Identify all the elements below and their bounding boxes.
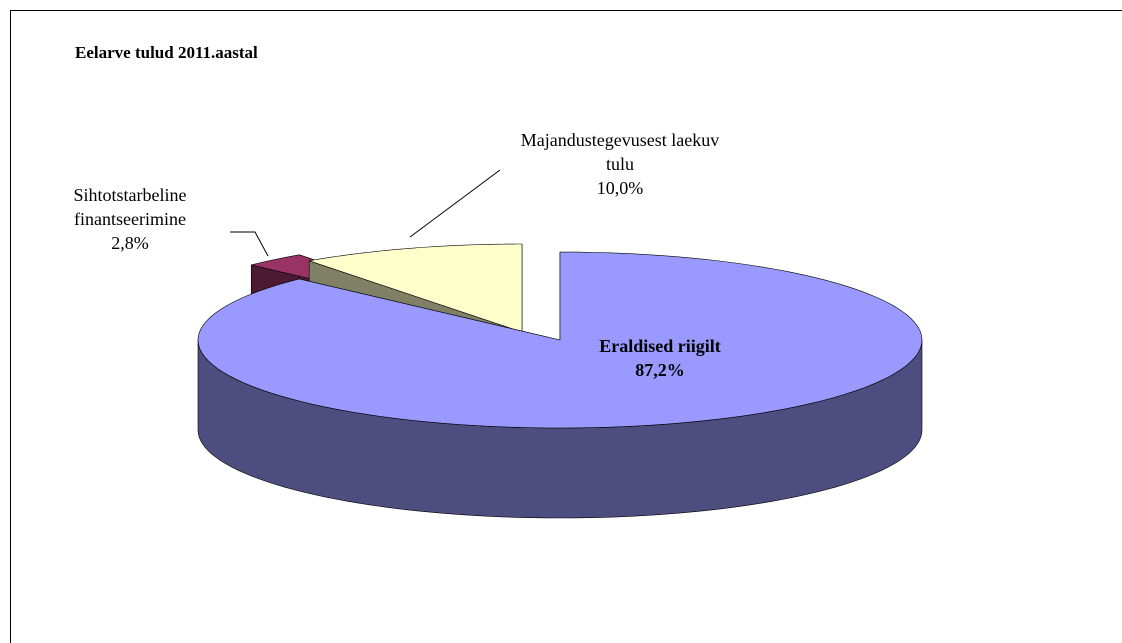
slice-value: 10,0% <box>596 178 644 198</box>
slice-name: Majandustegevusest laekuv tulu <box>520 130 720 174</box>
chart-title: Eelarve tulud 2011.aastal <box>75 43 258 62</box>
leader-line <box>230 231 269 257</box>
data-label: Eraldised riigilt 87,2% <box>540 334 780 382</box>
data-label: Sihtotstarbeline finantseerimine 2,8% <box>55 183 205 255</box>
slice-name: Eraldised riigilt <box>599 336 721 356</box>
slice-name: Sihtotstarbeline finantseerimine <box>73 185 187 229</box>
chart-frame <box>10 10 1122 643</box>
slice <box>309 243 523 333</box>
pie <box>197 243 923 519</box>
slice <box>197 251 923 429</box>
slice-value: 87,2% <box>635 360 685 380</box>
leader-line <box>409 169 501 238</box>
data-label: Majandustegevusest laekuv tulu 10,0% <box>510 128 730 200</box>
slice-value: 2,8% <box>111 233 149 253</box>
